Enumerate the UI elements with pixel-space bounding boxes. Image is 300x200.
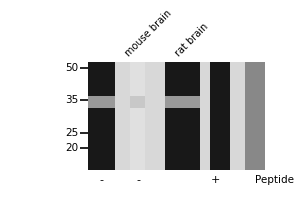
Text: +: + [210,175,220,185]
Text: 35: 35 [65,95,78,105]
Bar [88,62,265,170]
Bar [130,62,145,170]
Text: 25: 25 [65,128,78,138]
Bar [210,62,230,170]
Bar [88,62,115,170]
Text: mouse brain: mouse brain [123,8,173,58]
Text: 50: 50 [65,63,78,73]
Text: 20: 20 [65,143,78,153]
Text: -: - [136,175,140,185]
Bar [245,62,265,170]
Text: Peptide: Peptide [255,175,294,185]
Text: rat brain: rat brain [173,21,210,58]
Bar [88,96,115,108]
Bar [165,62,200,170]
Bar [165,96,200,108]
Bar [130,96,145,108]
Text: -: - [99,175,103,185]
